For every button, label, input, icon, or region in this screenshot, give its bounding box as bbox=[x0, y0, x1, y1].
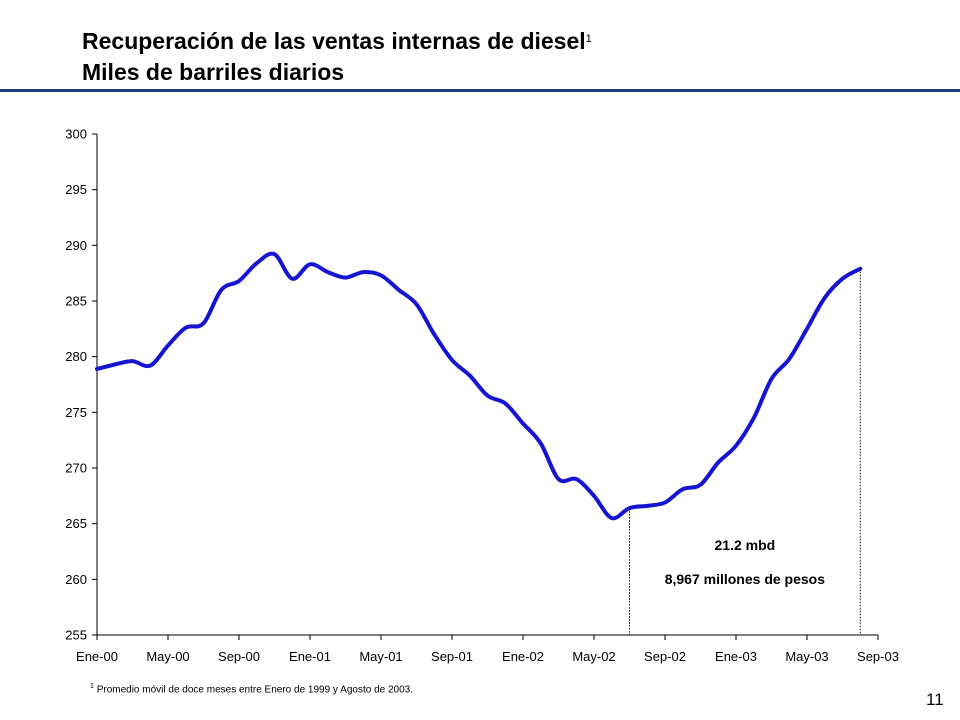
title-text: Recuperación de las ventas internas de d… bbox=[82, 28, 586, 54]
data-point bbox=[575, 478, 578, 481]
data-point bbox=[291, 277, 294, 280]
x-tick-label: Ene-03 bbox=[715, 649, 757, 664]
x-tick-label: May-00 bbox=[146, 649, 189, 664]
data-point bbox=[806, 327, 809, 330]
x-tick-label: Sep-02 bbox=[644, 649, 686, 664]
footnote-text: Promedio móvil de doce meses entre Enero… bbox=[96, 684, 413, 696]
data-point bbox=[699, 483, 702, 486]
annotation-mbd: 21.2 mbd bbox=[715, 537, 776, 553]
x-tick-label: Ene-00 bbox=[76, 649, 118, 664]
data-point bbox=[344, 276, 347, 279]
data-point bbox=[557, 478, 560, 481]
data-point bbox=[539, 442, 542, 445]
data-point bbox=[397, 288, 400, 291]
x-tick-label: Sep-00 bbox=[218, 649, 260, 664]
y-tick-label: 290 bbox=[65, 238, 87, 253]
data-point bbox=[113, 363, 116, 366]
data-point bbox=[664, 501, 667, 504]
x-tick-label: May-03 bbox=[785, 649, 828, 664]
data-point bbox=[220, 288, 223, 291]
annotation-pesos: 8,967 millones de pesos bbox=[665, 571, 826, 587]
y-tick-label: 265 bbox=[65, 516, 87, 531]
x-tick-label: May-02 bbox=[572, 649, 615, 664]
data-point bbox=[770, 377, 773, 380]
data-point bbox=[504, 402, 507, 405]
data-point bbox=[184, 326, 187, 329]
data-point bbox=[149, 364, 152, 367]
series-line bbox=[95, 251, 863, 521]
x-tick-label: Sep-03 bbox=[857, 649, 899, 664]
data-point bbox=[273, 253, 276, 256]
data-point bbox=[238, 280, 241, 283]
data-point bbox=[681, 488, 684, 491]
data-point bbox=[255, 262, 258, 265]
data-point bbox=[717, 461, 720, 464]
x-tick-label: Ene-02 bbox=[502, 649, 544, 664]
data-point bbox=[646, 504, 649, 507]
data-point bbox=[167, 344, 170, 347]
data-point bbox=[788, 357, 791, 360]
data-point bbox=[433, 333, 436, 336]
data-point bbox=[131, 360, 134, 363]
footnote: 1 Promedio móvil de doce meses entre Ene… bbox=[90, 683, 413, 695]
data-point bbox=[841, 277, 844, 280]
y-tick-label: 295 bbox=[65, 182, 87, 197]
data-point bbox=[468, 374, 471, 377]
y-tick-label: 260 bbox=[65, 572, 87, 587]
y-tick-label: 255 bbox=[65, 628, 87, 643]
data-point bbox=[752, 416, 755, 419]
x-tick-label: Ene-01 bbox=[289, 649, 331, 664]
data-point bbox=[486, 394, 489, 397]
y-tick-label: 280 bbox=[65, 349, 87, 364]
data-point bbox=[309, 263, 312, 266]
x-tick-label: May-01 bbox=[359, 649, 402, 664]
footnote-marker: 1 bbox=[90, 683, 94, 690]
y-tick-label: 275 bbox=[65, 405, 87, 420]
slide-title: Recuperación de las ventas internas de d… bbox=[82, 26, 592, 88]
data-point bbox=[522, 422, 525, 425]
data-point bbox=[735, 444, 738, 447]
data-point bbox=[380, 274, 383, 277]
title-line-1: Recuperación de las ventas internas de d… bbox=[82, 26, 592, 57]
title-footnote-marker: 1 bbox=[585, 33, 592, 45]
x-tick-label: Sep-01 bbox=[431, 649, 473, 664]
data-point bbox=[593, 494, 596, 497]
y-tick-label: 285 bbox=[65, 294, 87, 309]
diesel-sales-line-chart: 255 260 265 270 275 280 285 290 295 300 Ene-00 May-… bbox=[65, 127, 899, 665]
data-point bbox=[96, 367, 99, 370]
data-point bbox=[823, 296, 826, 299]
title-rule bbox=[0, 89, 960, 92]
data-point bbox=[451, 359, 454, 362]
title-line-2: Miles de barriles diarios bbox=[82, 59, 345, 85]
data-point bbox=[362, 271, 365, 274]
data-point bbox=[610, 517, 613, 520]
page-number: 11 bbox=[926, 690, 944, 709]
data-point bbox=[415, 303, 418, 306]
data-point bbox=[326, 271, 329, 274]
y-tick-label: 270 bbox=[65, 461, 87, 476]
y-tick-label: 300 bbox=[65, 127, 87, 142]
data-point bbox=[202, 322, 205, 325]
